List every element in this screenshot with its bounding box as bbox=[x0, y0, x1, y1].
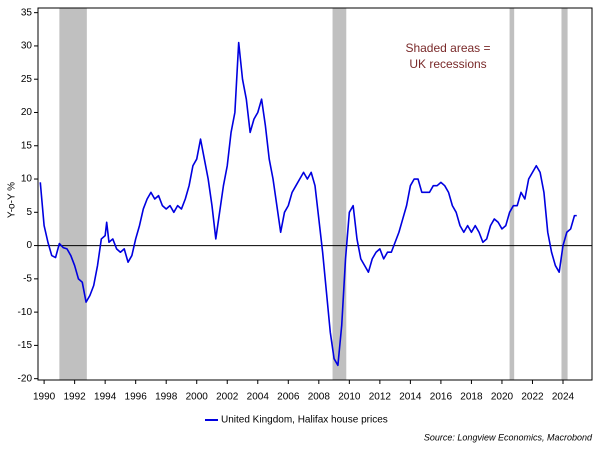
x-tick-label: 2006 bbox=[277, 392, 300, 403]
recession-band bbox=[561, 8, 568, 380]
x-tick-label: 2008 bbox=[308, 392, 331, 403]
y-tick-label: 5 bbox=[26, 207, 32, 218]
x-tick-label: 1998 bbox=[155, 392, 178, 403]
y-tick-label: 35 bbox=[21, 7, 33, 18]
y-tick-label: 10 bbox=[21, 174, 33, 185]
y-tick-label: -10 bbox=[18, 307, 33, 318]
y-tick-label: -15 bbox=[18, 340, 33, 351]
recession-band bbox=[509, 8, 515, 380]
y-tick-label: -5 bbox=[23, 273, 32, 284]
plot-area bbox=[59, 8, 568, 380]
x-tick-label: 2012 bbox=[369, 392, 392, 403]
x-tick-label: 2002 bbox=[216, 392, 239, 403]
x-tick-label: 1994 bbox=[94, 392, 117, 403]
y-tick-label: 0 bbox=[26, 240, 32, 251]
x-tick-label: 2014 bbox=[399, 392, 422, 403]
series-line bbox=[39, 41, 577, 367]
x-tick-label: 2024 bbox=[552, 392, 575, 403]
recession-band bbox=[332, 8, 347, 380]
x-tick-label: 2004 bbox=[247, 392, 270, 403]
y-tick-label: 30 bbox=[21, 41, 33, 52]
recession-band bbox=[59, 8, 87, 380]
y-tick-label: -20 bbox=[18, 373, 33, 384]
source: Source: Longview Economics, Macrobond bbox=[424, 432, 593, 442]
annotation: UK recessions bbox=[409, 57, 486, 71]
y-tick-label: 15 bbox=[21, 140, 33, 151]
x-tick-label: 1990 bbox=[33, 392, 56, 403]
x-tick-label: 2020 bbox=[491, 392, 514, 403]
x-tick-label: 2022 bbox=[521, 392, 544, 403]
plot-frame bbox=[37, 7, 593, 381]
x-tick-label: 2016 bbox=[430, 392, 453, 403]
y-tick-label: 20 bbox=[21, 107, 33, 118]
x-tick-label: 2000 bbox=[186, 392, 209, 403]
y-tick-label: 25 bbox=[21, 74, 33, 85]
x-tick-label: 1996 bbox=[125, 392, 148, 403]
annotation: Shaded areas = bbox=[405, 41, 490, 55]
y-axis-label: Y-o-Y % bbox=[7, 182, 18, 218]
legend-label: United Kingdom, Halifax house prices bbox=[221, 415, 388, 426]
x-tick-label: 1992 bbox=[64, 392, 87, 403]
x-tick-label: 2018 bbox=[460, 392, 483, 403]
x-tick-label: 2010 bbox=[338, 392, 361, 403]
